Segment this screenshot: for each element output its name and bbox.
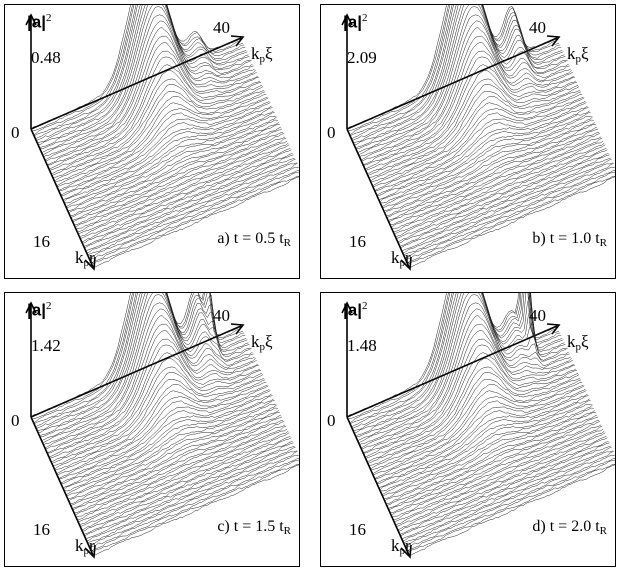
waterfall-lines <box>346 5 615 269</box>
xi-axis-label: kpξ <box>251 44 273 65</box>
panel-b: |a|2 2.09 0 40 kpξ 16 kpr b) t = 1.0 tR <box>320 4 616 279</box>
zero-label: 0 <box>11 123 20 142</box>
xi-axis-max-label: 40 <box>213 306 230 325</box>
panel-a: |a|2 0.48 0 40 kpξ 16 kpr a) t = 0.5 tR <box>4 4 300 279</box>
y-axis-label: |a|2 <box>343 300 368 320</box>
axes <box>341 301 561 559</box>
zero-label: 0 <box>327 123 336 142</box>
peak-value-label: 1.42 <box>31 336 61 355</box>
surface-plot <box>25 293 299 559</box>
y-axis-label: |a|2 <box>27 12 52 32</box>
y-axis-label: |a|2 <box>343 12 368 32</box>
peak-value-label: 1.48 <box>347 336 377 355</box>
panel-c: |a|2 1.42 0 40 kpξ 16 kpr c) t = 1.5 tR <box>4 292 300 567</box>
panel-caption: c) t = 1.5 tR <box>217 518 291 537</box>
y-axis-label: |a|2 <box>27 300 52 320</box>
waterfall-lines <box>30 293 299 557</box>
axes <box>25 301 245 559</box>
r-axis-label: kpr <box>75 248 95 269</box>
xi-axis-label: kpξ <box>567 44 589 65</box>
panel-caption: d) t = 2.0 tR <box>532 518 607 537</box>
surface-plot <box>341 293 615 559</box>
xi-axis-label: kpξ <box>251 332 273 353</box>
r-axis-label: kpr <box>391 536 411 557</box>
xi-axis-max-label: 40 <box>529 18 546 37</box>
r-axis-max-label: 16 <box>33 232 50 251</box>
waterfall-lines <box>30 5 299 269</box>
surface-plot <box>341 5 615 271</box>
panel-caption: b) t = 1.0 tR <box>532 230 607 249</box>
zero-label: 0 <box>11 411 20 430</box>
r-axis-max-label: 16 <box>349 520 366 539</box>
r-axis-max-label: 16 <box>33 520 50 539</box>
panel-caption: a) t = 0.5 tR <box>217 230 291 249</box>
panel-d: |a|2 1.48 0 40 kpξ 16 kpr d) t = 2.0 tR <box>320 292 616 567</box>
r-axis-label: kpr <box>75 536 95 557</box>
xi-axis-max-label: 40 <box>213 18 230 37</box>
r-axis-max-label: 16 <box>349 232 366 251</box>
axes <box>341 13 561 271</box>
peak-value-label: 0.48 <box>31 48 61 67</box>
r-axis-label: kpr <box>391 248 411 269</box>
peak-value-label: 2.09 <box>347 48 377 67</box>
xi-axis-label: kpξ <box>567 332 589 353</box>
xi-axis-max-label: 40 <box>529 306 546 325</box>
zero-label: 0 <box>327 411 336 430</box>
waterfall-lines <box>346 293 615 557</box>
surface-plot <box>25 5 299 271</box>
